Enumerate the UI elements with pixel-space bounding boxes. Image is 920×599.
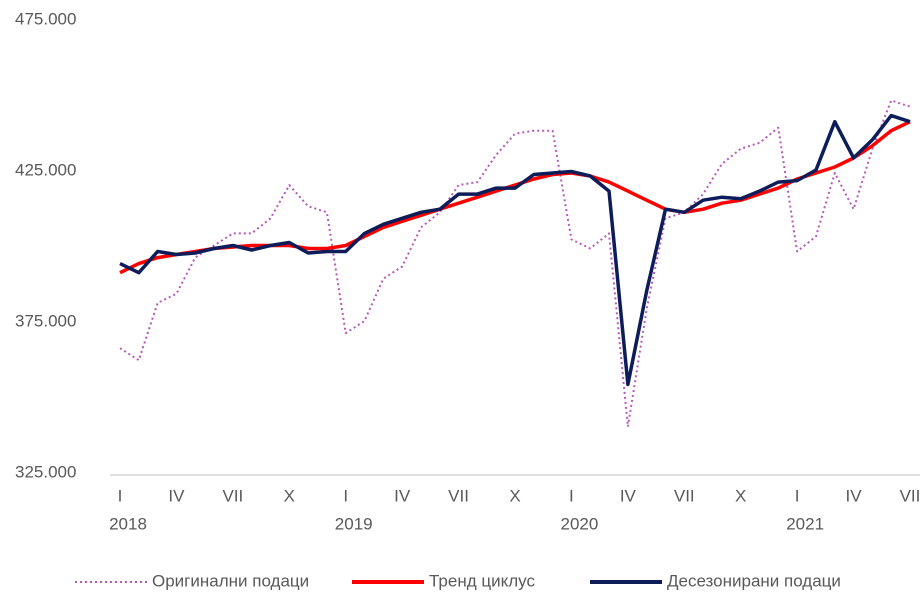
series-line — [119, 113, 911, 387]
y-tick-label: 325.000 — [15, 462, 76, 481]
series-line — [119, 99, 911, 428]
x-tick-label: I — [569, 486, 574, 505]
legend-label: Оригинални подаци — [152, 571, 309, 590]
year-label: 2019 — [335, 514, 373, 533]
x-tick-label: X — [509, 486, 520, 505]
y-tick-label: 375.000 — [15, 311, 76, 330]
x-tick-label: IV — [846, 486, 863, 505]
legend-label: Тренд циклус — [429, 571, 535, 590]
series-line — [119, 120, 911, 275]
y-tick-label: 425.000 — [15, 160, 76, 179]
x-tick-label: IV — [168, 486, 185, 505]
legend-label: Десезонирани подаци — [667, 571, 841, 590]
x-tick-label: IV — [620, 486, 637, 505]
x-tick-label: VII — [222, 486, 243, 505]
x-tick-label: IV — [394, 486, 411, 505]
x-tick-label: I — [795, 486, 800, 505]
x-tick-label: VII — [448, 486, 469, 505]
year-label: 2021 — [786, 514, 824, 533]
x-tick-label: I — [118, 486, 123, 505]
y-tick-label: 475.000 — [15, 9, 76, 28]
x-tick-label: X — [284, 486, 295, 505]
x-tick-label: VII — [674, 486, 695, 505]
x-tick-label: X — [735, 486, 746, 505]
year-label: 2018 — [109, 514, 147, 533]
x-tick-label: VII — [900, 486, 920, 505]
year-label: 2020 — [561, 514, 599, 533]
x-tick-label: I — [343, 486, 348, 505]
